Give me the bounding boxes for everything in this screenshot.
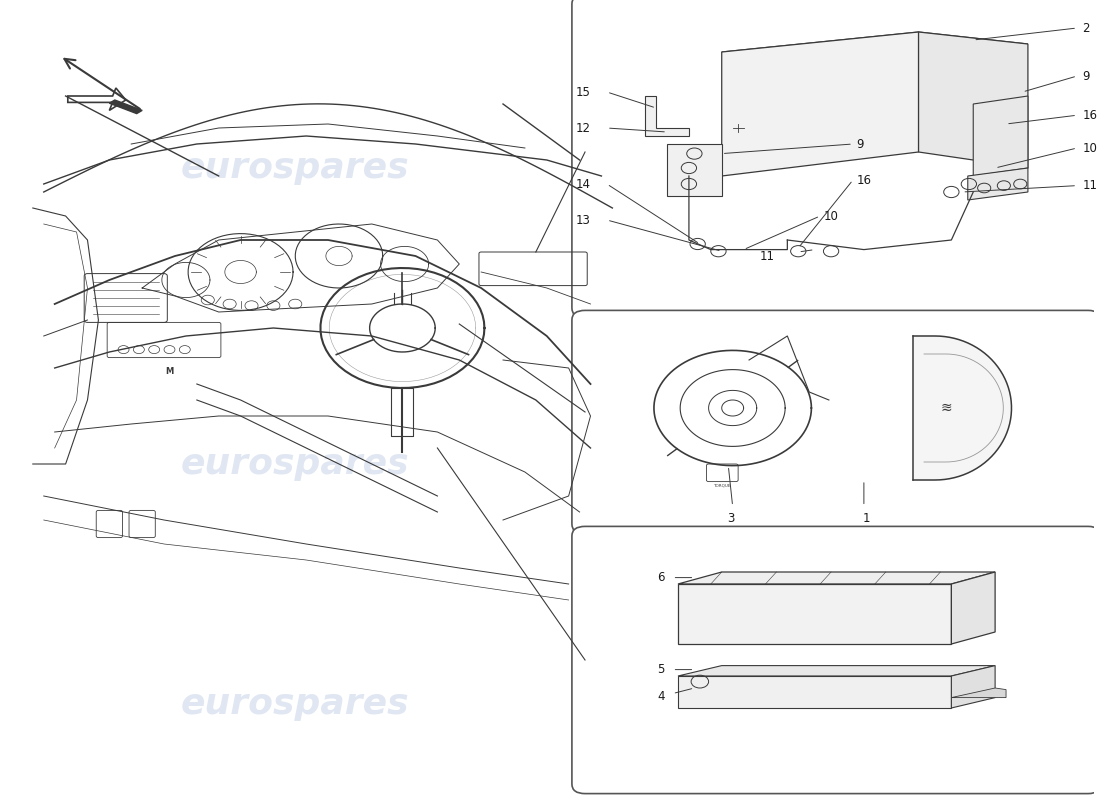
Text: 6: 6	[658, 571, 664, 584]
Polygon shape	[109, 100, 142, 114]
Text: eurospares: eurospares	[180, 687, 409, 721]
FancyBboxPatch shape	[572, 526, 1100, 794]
Polygon shape	[646, 96, 689, 136]
Text: M: M	[165, 367, 174, 377]
Text: 10: 10	[824, 210, 838, 222]
Text: eurospares: eurospares	[180, 447, 409, 481]
Text: 12: 12	[575, 122, 591, 134]
Polygon shape	[952, 666, 996, 708]
Text: 16: 16	[1082, 109, 1098, 122]
Text: 9: 9	[856, 138, 864, 150]
Text: 15: 15	[575, 86, 591, 98]
Polygon shape	[722, 32, 918, 176]
Polygon shape	[952, 688, 1006, 698]
Text: 3: 3	[727, 512, 734, 525]
Text: 4: 4	[658, 690, 664, 702]
Polygon shape	[667, 144, 722, 196]
Polygon shape	[678, 676, 952, 708]
Text: 11: 11	[760, 250, 775, 262]
Text: eurospares: eurospares	[180, 151, 409, 185]
Text: 13: 13	[575, 214, 591, 226]
Polygon shape	[678, 572, 996, 584]
Polygon shape	[913, 336, 1012, 480]
Text: 5: 5	[658, 663, 664, 676]
Text: 16: 16	[856, 174, 871, 186]
Polygon shape	[974, 96, 1027, 176]
Text: 14: 14	[575, 178, 591, 190]
Polygon shape	[678, 666, 996, 676]
Text: eurospares: eurospares	[706, 151, 935, 185]
Text: 11: 11	[1082, 179, 1098, 192]
Text: 9: 9	[1082, 70, 1090, 82]
Text: eurospares: eurospares	[706, 687, 935, 721]
Text: 2: 2	[1082, 22, 1090, 34]
FancyBboxPatch shape	[572, 310, 1100, 534]
Polygon shape	[968, 168, 1027, 200]
Polygon shape	[918, 32, 1027, 168]
FancyBboxPatch shape	[572, 0, 1100, 318]
Text: TORQUE: TORQUE	[713, 483, 730, 487]
Polygon shape	[678, 584, 952, 644]
Text: ≋: ≋	[940, 401, 952, 415]
Text: 10: 10	[1082, 142, 1098, 154]
Polygon shape	[722, 32, 1027, 66]
Text: eurospares: eurospares	[706, 447, 935, 481]
Polygon shape	[952, 572, 996, 644]
Text: 1: 1	[862, 512, 870, 525]
